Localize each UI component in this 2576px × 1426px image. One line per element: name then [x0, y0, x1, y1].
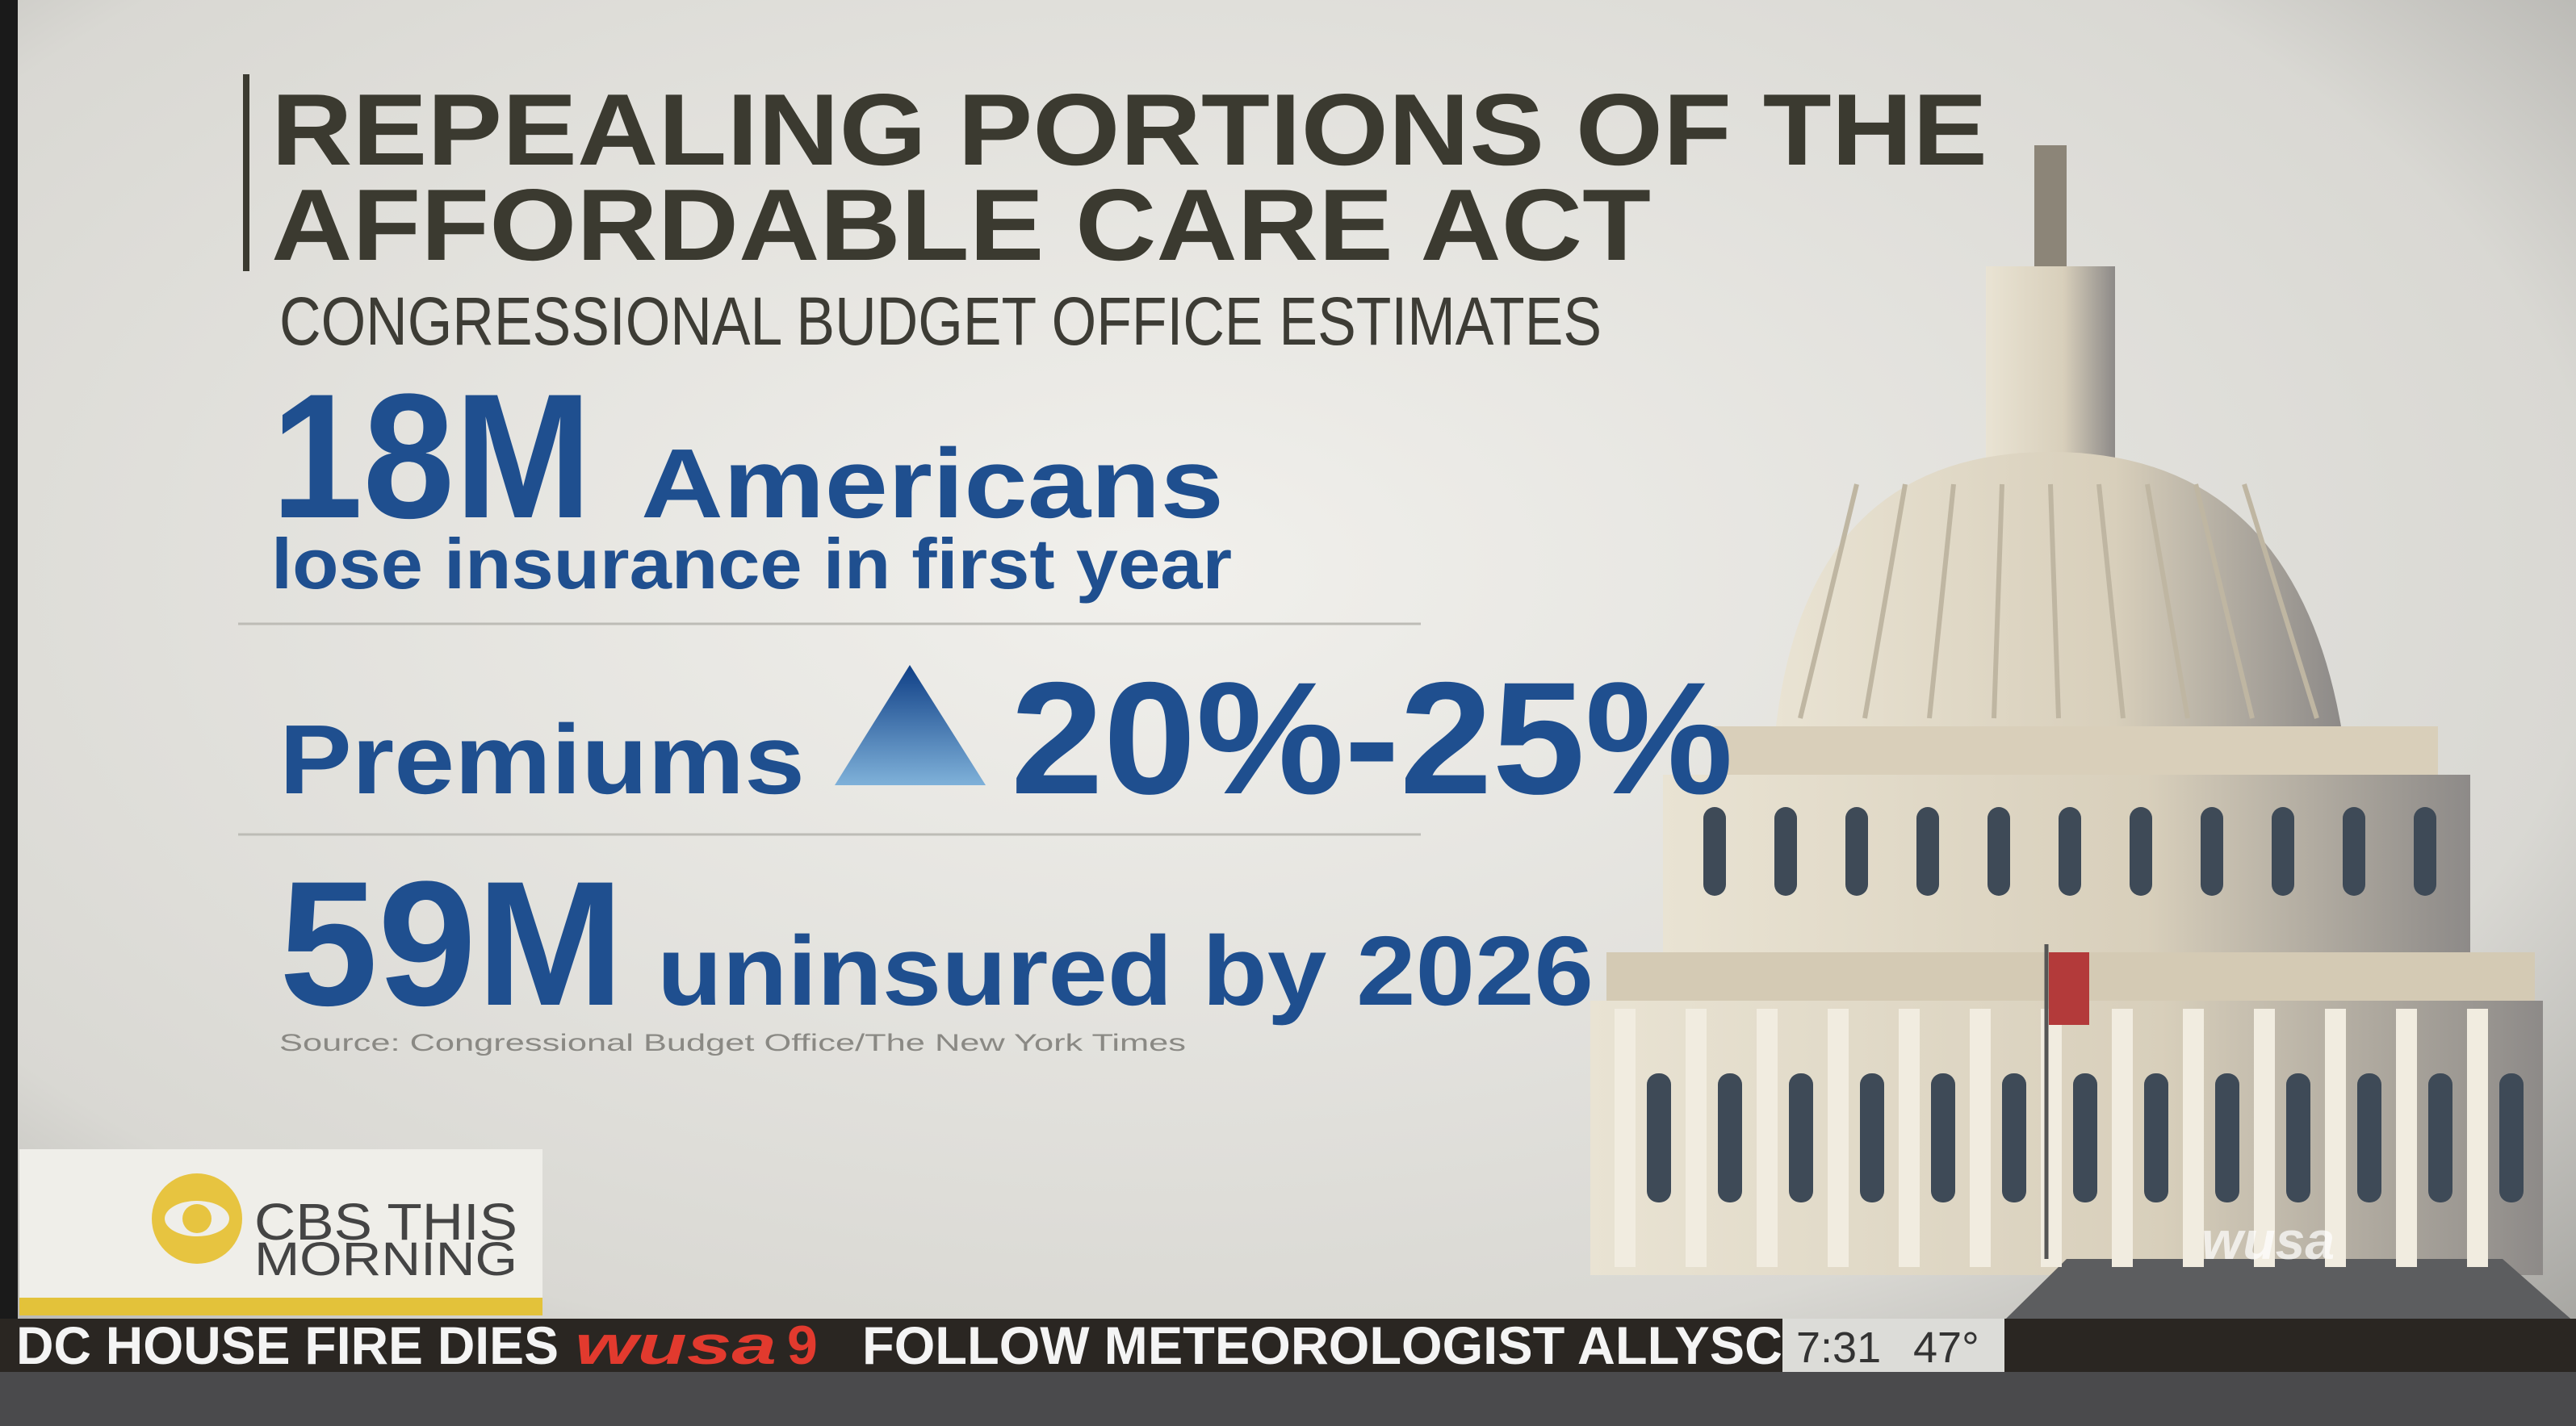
column	[2325, 1009, 2346, 1267]
cbs-eye-pupil	[182, 1204, 212, 1233]
window	[1987, 807, 2010, 896]
station-logo: wusa	[575, 1315, 777, 1376]
window	[2286, 1073, 2310, 1202]
stat-label: uninsured by 2026	[657, 916, 1594, 1026]
window	[1703, 807, 1726, 896]
up-arrow	[835, 665, 986, 785]
drum-cornice	[1711, 726, 2438, 775]
ticker-bar	[0, 1319, 2576, 1372]
window	[2215, 1073, 2239, 1202]
column	[2467, 1009, 2488, 1267]
stat-detail: lose insurance in first year	[271, 524, 1232, 604]
window	[1845, 807, 1868, 896]
window	[2357, 1073, 2381, 1202]
dome-rib	[2096, 483, 2126, 719]
column	[1757, 1009, 1778, 1267]
window	[1789, 1073, 1813, 1202]
time: 7:31	[1796, 1324, 1881, 1372]
column	[1686, 1009, 1707, 1267]
window	[2130, 807, 2152, 896]
window	[2343, 807, 2365, 896]
source: Source: Congressional Budget Office/The …	[279, 1030, 1186, 1056]
dome-rib	[2242, 483, 2319, 719]
window	[1916, 807, 1939, 896]
column	[2112, 1009, 2133, 1267]
window	[1774, 807, 1797, 896]
subtitle: CONGRESSIONAL BUDGET OFFICE ESTIMATES	[279, 283, 1602, 359]
column	[2254, 1009, 2275, 1267]
window	[1647, 1073, 1671, 1202]
ticker-text: DC HOUSE FIRE DIES	[16, 1315, 559, 1375]
logo-box	[19, 1149, 542, 1298]
window	[1718, 1073, 1742, 1202]
column	[1828, 1009, 1849, 1267]
column	[2041, 1009, 2062, 1267]
title-line: AFFORDABLE CARE ACT	[271, 168, 1651, 282]
dome-rib	[1798, 483, 1859, 719]
window	[2272, 807, 2294, 896]
column	[1899, 1009, 1920, 1267]
stat-figure: 59M	[279, 844, 624, 1043]
dome-rib	[2048, 483, 2061, 719]
flag	[2049, 952, 2089, 1025]
statue	[2034, 145, 2067, 266]
colonnade	[1590, 1001, 2543, 1275]
column	[2183, 1009, 2204, 1267]
temperature: 47°	[1913, 1324, 1979, 1372]
logo-text: CBS THIS	[254, 1193, 517, 1251]
column	[1970, 1009, 1991, 1267]
window	[1860, 1073, 1884, 1202]
window	[2499, 1073, 2524, 1202]
screen-bottom	[0, 1372, 2576, 1426]
watermark: wusa	[2201, 1211, 2335, 1270]
window	[2414, 807, 2436, 896]
window	[2144, 1073, 2168, 1202]
column	[1615, 1009, 1636, 1267]
stat-figure: 18M	[271, 357, 592, 555]
window	[1931, 1073, 1955, 1202]
dome-rib	[2193, 483, 2255, 719]
dome	[1776, 452, 2341, 726]
stat-figure: 20%-25%	[1011, 649, 1733, 827]
column	[2396, 1009, 2417, 1267]
dome-rib	[1862, 483, 1908, 719]
window	[2428, 1073, 2452, 1202]
station-channel: 9	[787, 1315, 818, 1376]
window	[2201, 807, 2223, 896]
logo-strip	[19, 1298, 542, 1315]
window	[2073, 1073, 2097, 1202]
stat-label: Americans	[641, 429, 1224, 538]
stat-label: Premiums	[279, 705, 805, 814]
dome-rib	[1927, 483, 1956, 719]
time-box	[1782, 1319, 2004, 1372]
window	[2002, 1073, 2026, 1202]
ticker-text: FOLLOW METEOROLOGIST ALLYSC	[862, 1315, 1782, 1375]
dome-rib	[2145, 483, 2190, 719]
dome-rib	[1992, 483, 2004, 719]
logo-text: MORNING	[254, 1233, 517, 1286]
title-line: REPEALING PORTIONS OF THE	[271, 73, 1987, 186]
window	[2059, 807, 2081, 896]
lantern	[1986, 266, 2115, 460]
screen-edge	[0, 0, 18, 1426]
